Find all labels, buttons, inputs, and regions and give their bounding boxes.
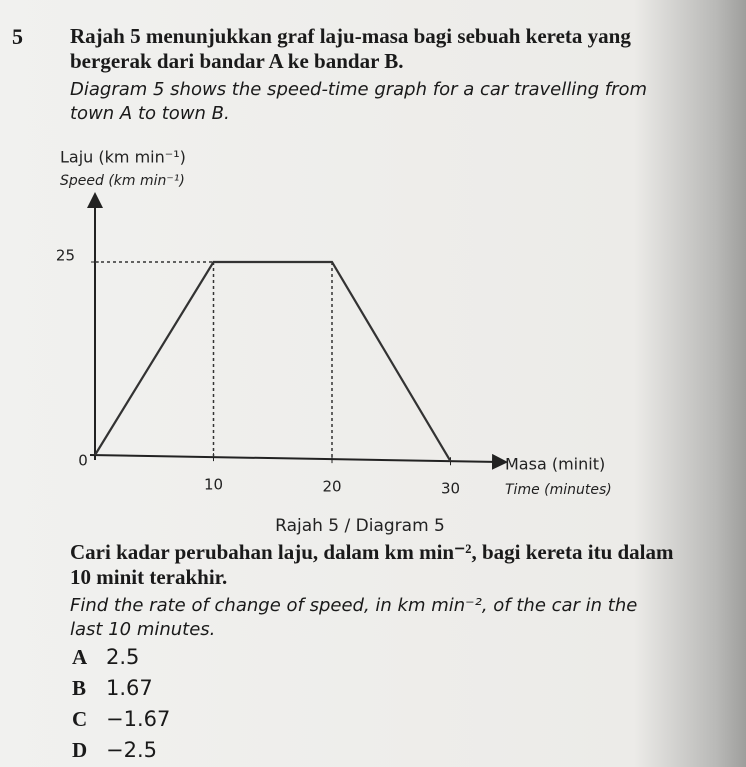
x-tick-label: 30 xyxy=(441,480,460,498)
stem-english: Diagram 5 shows the speed-time graph for… xyxy=(70,79,648,124)
option-text: −1.67 xyxy=(106,707,171,731)
stem-malay: Rajah 5 menunjukkan graf laju-masa bagi … xyxy=(70,24,631,73)
option-text: 1.67 xyxy=(106,676,153,700)
y-tick-label: 25 xyxy=(56,247,75,265)
option-letter: C xyxy=(72,707,88,731)
option-text: −2.5 xyxy=(106,738,157,762)
x-tick-label: 20 xyxy=(322,478,341,496)
option[interactable]: D −2.5 xyxy=(72,738,157,763)
x-tick-label: 10 xyxy=(204,476,223,494)
ask-english: Find the rate of change of speed, in km … xyxy=(70,595,638,640)
caption: Rajah 5 / Diagram 5 xyxy=(275,516,445,536)
option[interactable]: B 1.67 xyxy=(72,676,153,701)
option-letter: B xyxy=(72,676,87,700)
option-letter: D xyxy=(72,738,88,762)
option-letter: A xyxy=(72,645,88,669)
speed-line xyxy=(94,260,452,462)
ask-malay: Cari kadar perubahan laju, dalam km min⁻… xyxy=(70,540,674,589)
x-label-malay: Masa (minit) xyxy=(505,455,605,474)
y-label-english: Speed (km min⁻¹) xyxy=(60,173,185,189)
option[interactable]: A 2.5 xyxy=(72,645,139,670)
option[interactable]: C −1.67 xyxy=(72,707,170,732)
x-axis xyxy=(89,453,508,470)
x-label-english: Time (minutes) xyxy=(505,482,612,498)
x-tick-label: 0 xyxy=(78,452,88,470)
option-text: 2.5 xyxy=(106,645,140,669)
y-label-malay: Laju (km min⁻¹) xyxy=(60,148,186,167)
question-number: 5 xyxy=(12,24,23,49)
